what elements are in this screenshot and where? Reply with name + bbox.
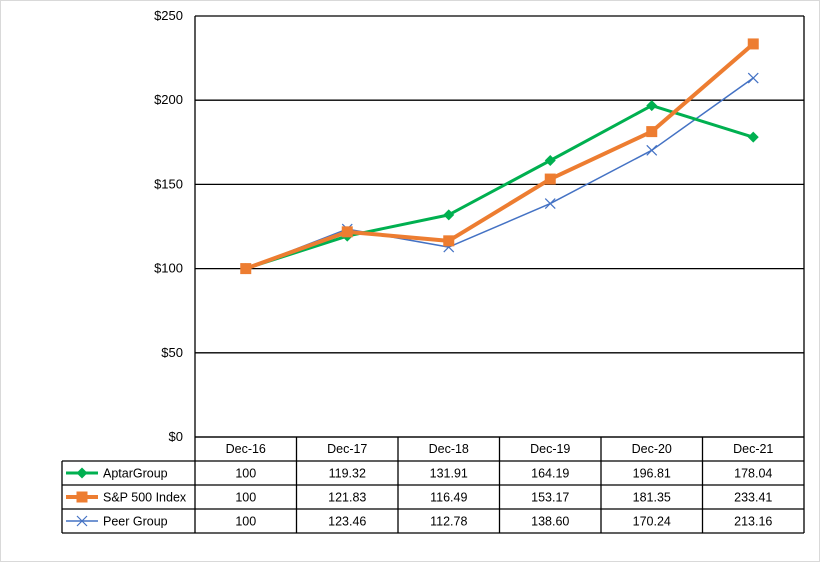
x-tick-label: Dec-17 <box>327 442 367 456</box>
table-value-s-p-500-index: 181.35 <box>633 491 671 505</box>
data-point-s-p-500-index <box>240 263 252 275</box>
series-aptargroup <box>240 100 759 275</box>
y-tick-label: $150 <box>154 176 183 191</box>
legend-label-peer-group: Peer Group <box>103 515 168 529</box>
data-point-s-p-500-index <box>646 126 658 138</box>
table-value-peer-group: 213.16 <box>734 515 772 529</box>
table-value-peer-group: 123.46 <box>328 515 366 529</box>
data-point-peer-group <box>747 72 759 84</box>
series-s-p-500-index <box>240 38 759 275</box>
data-table: Dec-16 Dec-17 Dec-18 Dec-19 Dec-20 Dec-21 Apta… <box>61 436 804 534</box>
table-value-s-p-500-index: 116.49 <box>430 491 467 505</box>
data-point-peer-group <box>646 144 658 156</box>
x-tick-label: Dec-16 <box>226 442 266 456</box>
legend-entry-s-p-500-index: S&P 500 Index <box>66 491 187 505</box>
data-point-aptargroup <box>544 155 556 167</box>
table-value-aptargroup: 196.81 <box>633 467 671 481</box>
table-value-peer-group: 112.78 <box>430 515 467 529</box>
table-value-peer-group: 138.60 <box>531 515 569 529</box>
table-value-aptargroup: 119.32 <box>329 467 366 481</box>
table-value-aptargroup: 100 <box>235 467 256 481</box>
table-value-aptargroup: 178.04 <box>734 467 772 481</box>
table-value-aptargroup: 131.91 <box>430 467 468 481</box>
x-tick-label: Dec-21 <box>733 442 773 456</box>
y-tick-label: $100 <box>154 261 183 276</box>
legend-marker-peer-group <box>76 515 88 527</box>
data-point-peer-group <box>544 198 556 210</box>
data-point-aptargroup <box>443 209 455 221</box>
data-point-s-p-500-index <box>747 38 759 50</box>
x-tick-label: Dec-20 <box>632 442 672 456</box>
x-tick-label: Dec-18 <box>429 442 469 456</box>
table-value-aptargroup: 164.19 <box>531 467 569 481</box>
legend-label-s-p-500-index: S&P 500 Index <box>103 491 187 505</box>
y-tick-label: $50 <box>161 345 183 360</box>
table-value-s-p-500-index: 153.17 <box>531 491 569 505</box>
series-group <box>240 38 759 275</box>
x-tick-label: Dec-19 <box>530 442 570 456</box>
y-tick-label: $0 <box>169 429 183 444</box>
y-tick-label: $250 <box>154 8 183 23</box>
table-value-s-p-500-index: 233.41 <box>734 491 772 505</box>
data-point-s-p-500-index <box>341 226 353 238</box>
y-axis-ticks: $0 $50 $100 $150 $200 $250 <box>154 8 183 444</box>
data-point-s-p-500-index <box>443 235 455 247</box>
table-value-peer-group: 170.24 <box>633 515 671 529</box>
legend-marker-aptargroup <box>76 467 88 479</box>
series-line-aptargroup <box>245 104 754 271</box>
series-line-peer-group <box>245 77 754 270</box>
legend-label-aptargroup: AptarGroup <box>103 467 168 481</box>
data-point-aptargroup <box>747 131 759 143</box>
y-tick-label: $200 <box>154 92 183 107</box>
data-point-aptargroup <box>646 100 658 112</box>
data-point-s-p-500-index <box>544 173 556 185</box>
legend-entry-aptargroup: AptarGroup <box>66 467 168 481</box>
table-value-s-p-500-index: 121.83 <box>328 491 366 505</box>
series-line-s-p-500-index <box>245 42 755 271</box>
table-value-s-p-500-index: 100 <box>235 491 256 505</box>
table-value-peer-group: 100 <box>235 515 256 529</box>
legend-marker-s-p-500-index <box>76 491 88 503</box>
legend-entry-peer-group: Peer Group <box>66 515 168 529</box>
